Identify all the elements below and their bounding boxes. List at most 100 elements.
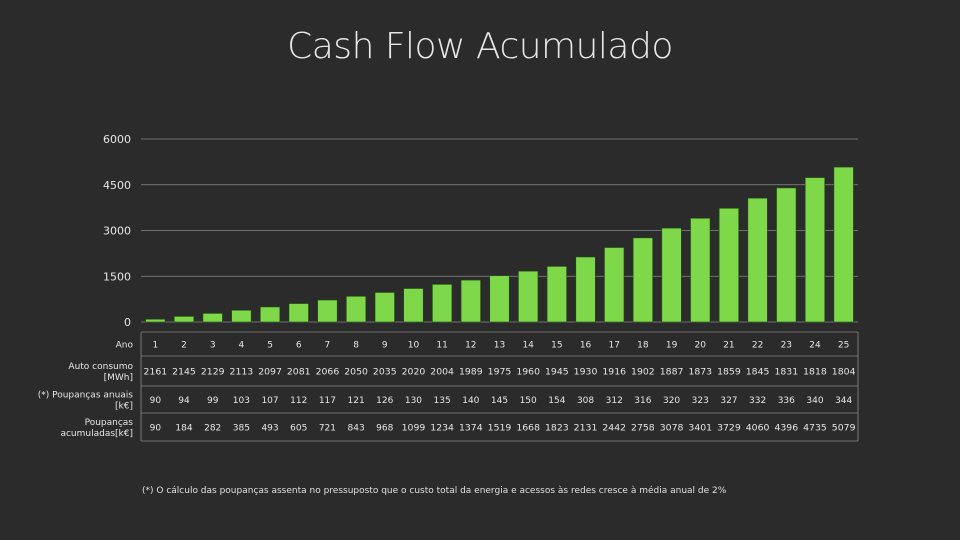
table-cell: 22 [752, 341, 763, 351]
table-cell: 332 [749, 396, 766, 406]
bar [575, 256, 596, 323]
table-cell: 2081 [287, 368, 311, 378]
table-cell: 15 [551, 341, 562, 351]
bar [632, 237, 653, 323]
table-cell: 336 [778, 396, 795, 406]
table-cell: 9 [382, 341, 388, 351]
table-cell: 1818 [803, 368, 827, 378]
table-cell: 3729 [717, 424, 741, 434]
table-cell: 2131 [574, 424, 598, 434]
table-cell: 2004 [430, 368, 454, 378]
table-cell: 2020 [402, 368, 426, 378]
table-cell: 112 [290, 396, 307, 406]
table-cell: 2097 [258, 368, 282, 378]
table-cell: 2050 [344, 368, 368, 378]
bar-layer [145, 166, 854, 323]
bar [145, 318, 166, 323]
table-cell: 7 [325, 341, 331, 351]
table-cell: 1845 [746, 368, 770, 378]
bar [260, 306, 281, 323]
table-cell: 90 [150, 424, 162, 434]
table-cell: 320 [663, 396, 680, 406]
table-cell: 3401 [688, 424, 712, 434]
y-axis-ticks: 0 1500 3000 4500 6000 [103, 133, 131, 329]
table-cell: 25 [838, 341, 849, 351]
bar [432, 284, 453, 323]
table-cell: 24 [809, 341, 821, 351]
table-cell: 2161 [144, 368, 168, 378]
table-cell: 94 [178, 396, 190, 406]
table-cell: 150 [520, 396, 537, 406]
bar [489, 275, 510, 323]
table-cell: 1 [152, 341, 158, 351]
bar [403, 288, 424, 323]
table-cell: 20 [695, 341, 707, 351]
table-cell: 19 [666, 341, 678, 351]
table-cell: 5079 [832, 424, 856, 434]
table-cell: 14 [522, 341, 534, 351]
table-cell: 1902 [631, 368, 655, 378]
table-cell: 2113 [230, 368, 254, 378]
table-row-label: acumuladas[k€] [60, 429, 133, 439]
table-cell: 1945 [545, 368, 569, 378]
y-tick-label: 3000 [103, 225, 131, 238]
data-table: Ano 1 2 3 4 5 6 7 8 9 10 11 12 13 14 15 16 17 18 19 20 21 22 23… [38, 331, 859, 442]
table-cell: 2145 [172, 368, 196, 378]
table-cell: 2066 [316, 368, 340, 378]
bar [231, 309, 252, 323]
table-cell: 2129 [201, 368, 225, 378]
bar [661, 227, 682, 323]
footnote: (*) O cálculo das poupanças assenta no p… [142, 486, 727, 496]
table-cell: 843 [348, 424, 365, 434]
bar [460, 279, 481, 323]
table-cell: 3078 [660, 424, 684, 434]
bar [518, 270, 539, 323]
table-cell: 493 [261, 424, 278, 434]
bar [776, 187, 797, 323]
y-tick-label: 0 [124, 316, 131, 329]
table-cell: 2758 [631, 424, 655, 434]
table-cell: 184 [175, 424, 192, 434]
table-row-label: [k€] [115, 402, 133, 412]
bar [374, 292, 395, 323]
bar [604, 247, 625, 323]
table-cell: 16 [580, 341, 592, 351]
y-tick-label: 1500 [103, 270, 131, 283]
table-cell: 1823 [545, 424, 569, 434]
table-cell: 721 [319, 424, 336, 434]
bar [288, 303, 309, 323]
table-cell: 103 [233, 396, 250, 406]
table-cell: 99 [207, 396, 219, 406]
table-cell: 21 [723, 341, 734, 351]
bar [202, 313, 223, 323]
bar [173, 316, 195, 323]
table-cell: 1887 [660, 368, 684, 378]
table-cell: 327 [720, 396, 737, 406]
table-cell: 1374 [459, 424, 483, 434]
bar [317, 299, 338, 323]
table-cell: 323 [692, 396, 709, 406]
table-row-label: Ano [116, 341, 134, 351]
table-cell: 1975 [488, 368, 512, 378]
table-cell: 121 [348, 396, 365, 406]
table-cell: 2442 [602, 424, 626, 434]
table-cell: 23 [781, 341, 792, 351]
table-cell: 135 [434, 396, 451, 406]
table-cell: 1859 [717, 368, 741, 378]
bar [546, 266, 567, 323]
table-cell: 385 [233, 424, 250, 434]
table-cell: 117 [319, 396, 336, 406]
table-cell: 145 [491, 396, 508, 406]
table-cell: 1960 [516, 368, 540, 378]
table-cell: 340 [806, 396, 823, 406]
table-cell: 1916 [602, 368, 626, 378]
table-cell: 2 [181, 341, 187, 351]
table-cell: 312 [606, 396, 623, 406]
table-cell: 130 [405, 396, 422, 406]
table-row-label: Poupanças [85, 418, 134, 428]
table-cell: 4 [239, 341, 245, 351]
table-cell: 154 [548, 396, 565, 406]
bar [690, 217, 711, 323]
table-cell: 2035 [373, 368, 397, 378]
